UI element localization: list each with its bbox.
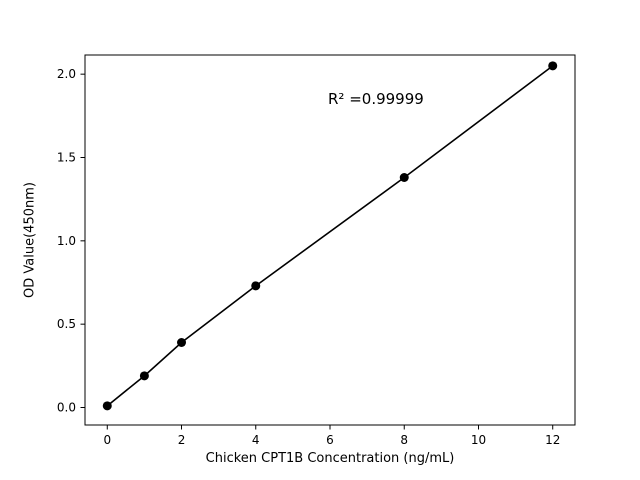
y-ticks: 0.0 0.5 1.0 1.5 2.0	[57, 67, 85, 415]
y-tick-label: 2.0	[57, 67, 76, 81]
x-tick-label: 8	[400, 433, 408, 447]
x-ticks: 0 2 4 6 8 10 12	[103, 425, 560, 447]
data-point-marker	[548, 61, 558, 71]
y-tick-label: 1.0	[57, 234, 76, 248]
x-tick-label: 6	[326, 433, 334, 447]
axes-box	[84, 54, 576, 426]
x-axis-label: Chicken CPT1B Concentration (ng/mL)	[205, 451, 455, 466]
y-tick-label: 0.0	[57, 401, 76, 415]
r-squared-annotation: R² =0.99999	[328, 90, 424, 108]
data-point-marker	[177, 338, 187, 347]
x-tick-label: 10	[471, 433, 486, 447]
y-tick-label: 0.5	[57, 317, 76, 331]
series-markers	[102, 61, 558, 411]
data-point-marker	[102, 401, 112, 411]
series-line	[106, 65, 554, 407]
x-tick-label: 0	[103, 433, 111, 447]
y-tick-label: 1.5	[57, 151, 76, 165]
data-point-marker	[251, 281, 261, 291]
x-tick-label: 2	[178, 433, 186, 447]
x-tick-label: 4	[252, 433, 260, 447]
y-axis-label: OD Value(450nm)	[22, 182, 38, 298]
data-point-marker	[139, 371, 149, 381]
data-point-marker	[399, 173, 409, 182]
x-tick-label: 12	[545, 433, 560, 447]
